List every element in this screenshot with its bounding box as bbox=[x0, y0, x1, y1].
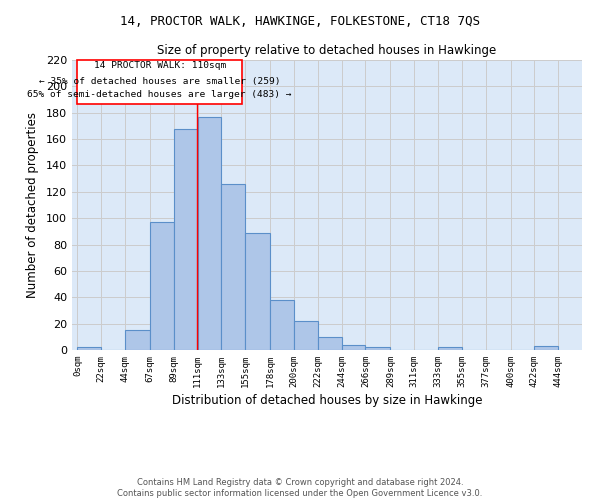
Bar bbox=[270, 300, 294, 350]
X-axis label: Distribution of detached houses by size in Hawkinge: Distribution of detached houses by size … bbox=[172, 394, 482, 407]
Bar bbox=[535, 346, 558, 350]
Text: 14 PROCTOR WALK: 110sqm: 14 PROCTOR WALK: 110sqm bbox=[94, 62, 226, 70]
Text: 14, PROCTOR WALK, HAWKINGE, FOLKESTONE, CT18 7QS: 14, PROCTOR WALK, HAWKINGE, FOLKESTONE, … bbox=[120, 15, 480, 28]
Text: ← 35% of detached houses are smaller (259): ← 35% of detached houses are smaller (25… bbox=[39, 76, 280, 86]
Bar bbox=[221, 184, 245, 350]
Bar bbox=[438, 348, 462, 350]
Bar bbox=[341, 344, 365, 350]
Bar bbox=[125, 330, 150, 350]
Text: 65% of semi-detached houses are larger (483) →: 65% of semi-detached houses are larger (… bbox=[28, 90, 292, 100]
Bar bbox=[174, 128, 197, 350]
FancyBboxPatch shape bbox=[77, 60, 242, 104]
Bar bbox=[318, 337, 341, 350]
Bar bbox=[150, 222, 174, 350]
Bar bbox=[294, 321, 318, 350]
Title: Size of property relative to detached houses in Hawkinge: Size of property relative to detached ho… bbox=[157, 44, 497, 58]
Bar bbox=[77, 348, 101, 350]
Y-axis label: Number of detached properties: Number of detached properties bbox=[26, 112, 39, 298]
Bar bbox=[197, 116, 221, 350]
Bar bbox=[365, 348, 391, 350]
Text: Contains HM Land Registry data © Crown copyright and database right 2024.
Contai: Contains HM Land Registry data © Crown c… bbox=[118, 478, 482, 498]
Bar bbox=[245, 232, 270, 350]
